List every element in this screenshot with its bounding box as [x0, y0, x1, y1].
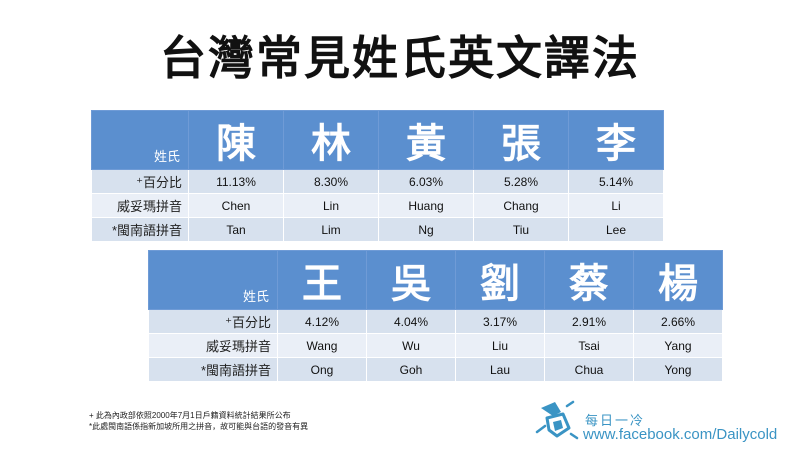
- percent-cell: 5.14%: [568, 169, 664, 194]
- row-label-hokkien: *閩南語拼音: [91, 217, 189, 242]
- wade-giles-row: 威妥瑪拼音 Chen Lin Huang Chang Li: [91, 193, 664, 218]
- hokkien-cell: Chua: [544, 357, 634, 382]
- percent-cell: 4.12%: [277, 309, 367, 334]
- percent-cell: 6.03%: [378, 169, 474, 194]
- hokkien-row: *閩南語拼音 Tan Lim Ng Tiu Lee: [91, 217, 664, 242]
- percent-cell: 2.66%: [633, 309, 723, 334]
- hokkien-cell: Lee: [568, 217, 664, 242]
- wade-giles-cell: Liu: [455, 333, 545, 358]
- page-title: 台灣常見姓氏英文譯法: [160, 31, 640, 85]
- hokkien-cell: Lim: [283, 217, 379, 242]
- surname-char: 王: [277, 250, 367, 310]
- row-label-percent: ⁺百分比: [148, 309, 278, 334]
- wade-giles-cell: Huang: [378, 193, 474, 218]
- hokkien-cell: Goh: [366, 357, 456, 382]
- wade-giles-row: 威妥瑪拼音 Wang Wu Liu Tsai Yang: [148, 333, 723, 358]
- hokkien-cell: Yong: [633, 357, 723, 382]
- hokkien-cell: Lau: [455, 357, 545, 382]
- hokkien-cell: Ong: [277, 357, 367, 382]
- surname-char: 楊: [633, 250, 723, 310]
- percent-cell: 2.91%: [544, 309, 634, 334]
- surname-char: 黃: [378, 110, 474, 170]
- surname-char: 蔡: [544, 250, 634, 310]
- percent-row: ⁺百分比 11.13% 8.30% 6.03% 5.28% 5.14%: [91, 169, 664, 194]
- footnote-hokkien: *此處閩南語係指新加坡所用之拼音，故可能與台語的發音有異: [89, 422, 309, 431]
- row-label-percent: ⁺百分比: [91, 169, 189, 194]
- percent-cell: 4.04%: [366, 309, 456, 334]
- row-label-wade-giles: 威妥瑪拼音: [148, 333, 278, 358]
- footnote-source: + 此為內政部依照2000年7月1日戶籍資料統計結果所公布: [89, 411, 291, 420]
- surname-char: 陳: [188, 110, 284, 170]
- surname-char: 劉: [455, 250, 545, 310]
- hokkien-cell: Tiu: [473, 217, 569, 242]
- surname-char: 林: [283, 110, 379, 170]
- wade-giles-cell: Tsai: [544, 333, 634, 358]
- percent-cell: 8.30%: [283, 169, 379, 194]
- percent-cell: 3.17%: [455, 309, 545, 334]
- dailycold-logo-icon: [535, 400, 579, 440]
- hokkien-cell: Tan: [188, 217, 284, 242]
- wade-giles-cell: Wang: [277, 333, 367, 358]
- wade-giles-cell: Chang: [473, 193, 569, 218]
- percent-cell: 5.28%: [473, 169, 569, 194]
- hokkien-row: *閩南語拼音 Ong Goh Lau Chua Yong: [148, 357, 723, 382]
- surname-char: 李: [568, 110, 664, 170]
- surname-char: 吳: [366, 250, 456, 310]
- surname-table-2: 姓氏 王 吳 劉 蔡 楊 ⁺百分比 4.12% 4.04% 3.17% 2.91…: [148, 250, 723, 382]
- surname-label: 姓氏: [148, 250, 278, 310]
- wade-giles-cell: Lin: [283, 193, 379, 218]
- surname-header-row: 姓氏 陳 林 黃 張 李: [91, 110, 664, 170]
- surname-char: 張: [473, 110, 569, 170]
- percent-cell: 11.13%: [188, 169, 284, 194]
- hokkien-cell: Ng: [378, 217, 474, 242]
- wade-giles-cell: Li: [568, 193, 664, 218]
- wade-giles-cell: Wu: [366, 333, 456, 358]
- surname-table-1: 姓氏 陳 林 黃 張 李 ⁺百分比 11.13% 8.30% 6.03% 5.2…: [91, 110, 664, 242]
- surname-header-row: 姓氏 王 吳 劉 蔡 楊: [148, 250, 723, 310]
- row-label-hokkien: *閩南語拼音: [148, 357, 278, 382]
- row-label-wade-giles: 威妥瑪拼音: [91, 193, 189, 218]
- wade-giles-cell: Chen: [188, 193, 284, 218]
- brand-name: 每日一冷: [585, 413, 646, 428]
- wade-giles-cell: Yang: [633, 333, 723, 358]
- surname-label: 姓氏: [91, 110, 189, 170]
- brand-url[interactable]: www.facebook.com/Dailycold: [583, 426, 778, 443]
- percent-row: ⁺百分比 4.12% 4.04% 3.17% 2.91% 2.66%: [148, 309, 723, 334]
